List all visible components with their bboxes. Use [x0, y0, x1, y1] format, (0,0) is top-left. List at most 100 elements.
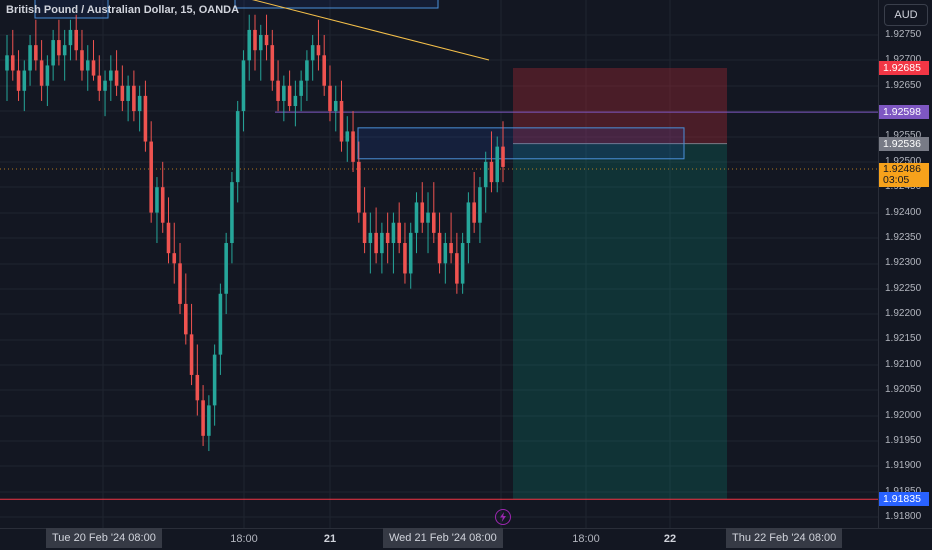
candle-body [80, 50, 84, 71]
small-zone-box [34, 0, 109, 19]
candle-body [218, 293, 223, 355]
bottom-line-price-tag: 1.91835 [879, 492, 929, 507]
candle-body [195, 374, 200, 401]
candle-body [333, 100, 338, 112]
price-tick-label: 1.91800 [885, 511, 922, 522]
candle-body [184, 303, 188, 335]
candle-body [287, 85, 292, 107]
candle-body [420, 202, 425, 223]
candle-body [449, 243, 453, 254]
candle-body [501, 146, 505, 167]
entry-price-tag: 1.92536 [879, 136, 929, 151]
candle-body [114, 70, 119, 86]
candle-body [408, 232, 413, 274]
candle-body [443, 243, 448, 264]
candle-body [385, 232, 390, 244]
candle-body [103, 80, 107, 91]
bar-countdown: 03:05 [883, 174, 910, 187]
candle-body [397, 222, 401, 244]
price-tick-label: 1.92350 [885, 231, 922, 243]
lightning-icon[interactable] [495, 509, 511, 525]
candle-body [224, 243, 228, 294]
candle-body [91, 60, 96, 76]
last-price-tag: 1.92486 03:05 [879, 163, 929, 188]
candle-body [10, 55, 15, 71]
candle-body [207, 405, 211, 436]
candle-body [357, 161, 361, 213]
stop-loss-zone [513, 67, 727, 144]
time-tick-day-21: 21 [323, 533, 337, 545]
candle-body [270, 45, 275, 81]
price-tick-label: 1.92100 [885, 358, 922, 370]
candle-body [235, 111, 240, 183]
candle-body [166, 222, 171, 254]
candle-body [74, 29, 78, 51]
time-label-thu-22: Thu 22 Feb '24 08:00 [726, 528, 843, 548]
candle-body [45, 65, 50, 86]
stop-price-tag: 1.92685 [879, 60, 929, 75]
price-tick-label: 1.92650 [885, 79, 922, 91]
candle-body [28, 45, 32, 71]
price-tick-label: 1.92300 [885, 257, 922, 269]
candle-body [495, 146, 500, 183]
candle-body [201, 400, 205, 436]
candle-body [212, 354, 217, 406]
price-tick-label: 1.92750 [885, 29, 922, 40]
time-tick-day-22: 22 [663, 533, 677, 545]
candle-body [120, 85, 125, 101]
price-tick-label: 1.91950 [885, 434, 922, 446]
candle-body [351, 131, 355, 162]
time-tick-1800-a: 18:00 [230, 533, 258, 545]
candle-body [126, 85, 130, 101]
time-tick-1800-b: 18:00 [572, 533, 600, 545]
candle-body [85, 60, 90, 71]
candle-body [253, 29, 257, 51]
candle-body [189, 334, 194, 375]
candle-body [34, 45, 38, 61]
price-tick-label: 1.92700 [885, 54, 922, 66]
candle-body [322, 55, 326, 86]
price-axis-separator [878, 0, 879, 528]
candle-body [489, 161, 494, 183]
price-tick-label: 1.92400 [885, 206, 922, 218]
candle-body [230, 182, 234, 244]
candle-body [39, 60, 44, 86]
take-profit-zone [513, 143, 727, 500]
price-tick-label: 1.92150 [885, 333, 922, 345]
candle-body [310, 45, 315, 61]
price-tick-label: 1.91850 [885, 485, 922, 497]
candle-body [460, 243, 465, 284]
candle-body [478, 187, 482, 223]
trendline [251, 0, 490, 61]
candle-body [437, 232, 442, 264]
candle-body [22, 70, 27, 91]
candle-body [247, 29, 252, 61]
candle-body [5, 55, 9, 71]
candle-body [483, 161, 488, 188]
candle-body [97, 75, 102, 91]
time-label-wed-21: Wed 21 Feb '24 08:00 [383, 528, 503, 548]
candle-body [293, 95, 298, 107]
top-zone-box [234, 0, 439, 9]
candle-body [172, 253, 177, 264]
candle-body [339, 100, 344, 142]
candle-body [380, 232, 384, 254]
price-tick-label: 1.92200 [885, 308, 922, 320]
price-tick-label: 1.92250 [885, 282, 922, 294]
currency-badge[interactable]: AUD [884, 4, 928, 26]
candle-body [472, 202, 476, 223]
candle-body [155, 187, 159, 213]
candle-body [374, 232, 378, 254]
candle-body [368, 232, 373, 244]
candle-body [414, 202, 419, 233]
candle-body [149, 141, 153, 213]
candle-body [432, 212, 436, 233]
candle-body [132, 85, 136, 112]
candle-body [68, 29, 73, 46]
candle-body [109, 70, 113, 81]
candle-body [51, 40, 55, 66]
candle-body [299, 80, 303, 96]
candle-body [305, 60, 309, 81]
symbol-title[interactable]: British Pound / Australian Dollar, 15, O… [6, 4, 240, 16]
